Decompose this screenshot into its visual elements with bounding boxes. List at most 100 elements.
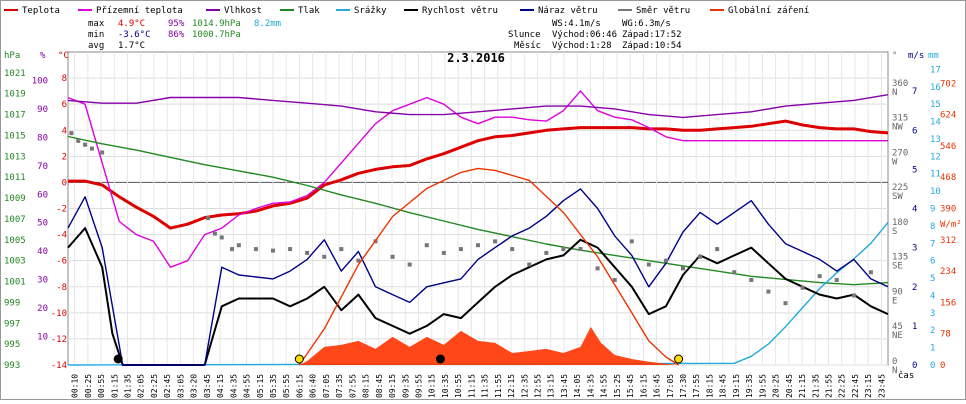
- x-tick-label: 22:25: [838, 374, 847, 398]
- series-n-raz-v-tru: [67, 188, 889, 366]
- tick-label-wm2: 468: [940, 173, 956, 183]
- wind-direction-point: [732, 270, 737, 275]
- tick-label-compass: NW: [892, 123, 903, 133]
- x-tick-label: 07:35: [335, 374, 344, 398]
- tick-label-compass: SE: [892, 262, 903, 272]
- wind-direction-point: [527, 262, 532, 267]
- tick-label-hpa: 1011: [4, 173, 26, 183]
- wind-direction-point: [681, 266, 685, 271]
- stats-min-hum: 86%: [168, 30, 185, 40]
- tick-label-degrees: 45: [892, 322, 903, 332]
- x-tick-label: 12:55: [534, 374, 543, 398]
- tick-label-hpa: 1013: [4, 152, 26, 162]
- axis-label-ms: m/s: [908, 51, 924, 61]
- stats-min-label: min: [88, 30, 104, 40]
- tick-label-ms: 7: [912, 87, 917, 97]
- legend-label: Globální záření: [728, 6, 809, 16]
- x-tick-label: 01:35: [124, 374, 133, 398]
- x-tick-label: 16:45: [653, 374, 662, 398]
- sunset: Západ:17:52: [622, 30, 682, 40]
- x-tick-label: 09:55: [414, 374, 423, 398]
- tick-label-wm2: 156: [940, 298, 956, 308]
- tick-label-hpa: 1021: [4, 69, 26, 79]
- wind-direction-point: [646, 262, 651, 267]
- x-tick-label: 03:20: [190, 374, 199, 398]
- x-tick-label: 05:35: [269, 374, 278, 398]
- stats-max-hum: 95%: [168, 19, 185, 29]
- stats-max-label: max: [88, 19, 105, 29]
- tick-label-degrees: 360: [892, 79, 908, 89]
- wind-direction-point: [698, 254, 703, 259]
- x-tick-label: 06:15: [295, 374, 304, 398]
- x-tick-label: 21:15: [798, 374, 807, 398]
- moonset-marker: [435, 354, 445, 364]
- tick-label-wm2: 312: [940, 236, 956, 246]
- tick-label-compass: S: [892, 227, 897, 237]
- wind-direction-point: [766, 289, 771, 294]
- tick-label-hpa: 997: [4, 319, 20, 329]
- wind-direction-point: [783, 301, 788, 306]
- tick-label-mm: 8: [930, 222, 935, 232]
- tick-label-mm: 14: [930, 118, 941, 128]
- tick-label-percent: 80: [37, 133, 48, 143]
- stats-max-press: 1014.9hPa: [192, 19, 241, 29]
- x-tick-label: 20:25: [772, 374, 781, 398]
- x-tick-label: 11:35: [481, 374, 490, 398]
- legend-label: Tlak: [298, 6, 320, 16]
- chart-title: 2.3.2016: [447, 51, 505, 65]
- x-tick-label: 09:35: [401, 374, 410, 398]
- axis-label-wm2: W/m²: [940, 220, 962, 230]
- tick-label-celsius: 6: [62, 100, 67, 110]
- tick-label-ms: 0: [912, 361, 917, 371]
- stats-max-temp: 4.9°C: [118, 19, 145, 29]
- x-tick-label: 20:45: [785, 374, 794, 398]
- moon-label: Měsíc: [514, 41, 541, 51]
- tick-label-mm: 7: [930, 239, 935, 249]
- wind-direction-point: [69, 131, 74, 136]
- axis-label-degrees: °: [892, 51, 897, 61]
- tick-label-celsius: -10: [51, 309, 67, 319]
- wind-direction-point: [817, 274, 822, 279]
- tick-label-percent: 100: [32, 76, 48, 86]
- tick-label-ms: 6: [912, 126, 917, 136]
- wind-direction-point: [510, 247, 515, 252]
- wind-direction-point: [612, 277, 617, 282]
- tick-label-degrees: 0: [892, 357, 897, 367]
- wind-direction-point: [424, 243, 429, 248]
- tick-label-celsius: 8: [62, 74, 67, 84]
- x-tick-label: 17:05: [666, 374, 675, 398]
- series-p-zemn-teplota: [67, 90, 888, 268]
- moonset: Západ:10:54: [622, 41, 682, 51]
- x-tick-label: 14:05: [573, 374, 582, 398]
- tick-label-hpa: 1005: [4, 236, 26, 246]
- x-tick-label: 05:55: [282, 374, 291, 398]
- wind-direction-point: [663, 258, 668, 263]
- x-tick-label: 11:55: [494, 374, 503, 398]
- wind-direction-point: [595, 266, 600, 271]
- wind-direction-point: [493, 239, 498, 244]
- tick-label-compass: NE: [892, 331, 903, 341]
- legend-label: Přízemní teplota: [96, 6, 183, 16]
- tick-label-mm: 9: [930, 205, 935, 215]
- wind-direction-point: [253, 247, 258, 252]
- x-tick-label: 22:45: [851, 374, 860, 398]
- moonrise: Východ:1:28: [552, 41, 612, 51]
- wind-direction-point: [236, 243, 241, 248]
- wind-direction-point: [629, 239, 634, 244]
- x-tick-label: 00:10: [71, 374, 80, 398]
- tick-label-celsius: -6: [56, 257, 67, 267]
- series-rychlost-v-tru: [67, 227, 889, 366]
- series-tlak: [67, 135, 889, 286]
- tick-label-hpa: 1015: [4, 131, 26, 141]
- wind-direction-point: [100, 150, 105, 155]
- tick-label-percent: 90: [37, 105, 48, 115]
- tick-label-hpa: 1007: [4, 215, 26, 225]
- x-tick-label: 15:45: [626, 374, 635, 398]
- x-tick-label: 07:55: [348, 374, 357, 398]
- tick-label-percent: 60: [37, 190, 48, 200]
- tick-label-celsius: -2: [56, 205, 67, 215]
- x-tick-label: 00:55: [97, 374, 106, 398]
- tick-label-hpa: 1009: [4, 194, 26, 204]
- series-sr-ky: [67, 221, 889, 366]
